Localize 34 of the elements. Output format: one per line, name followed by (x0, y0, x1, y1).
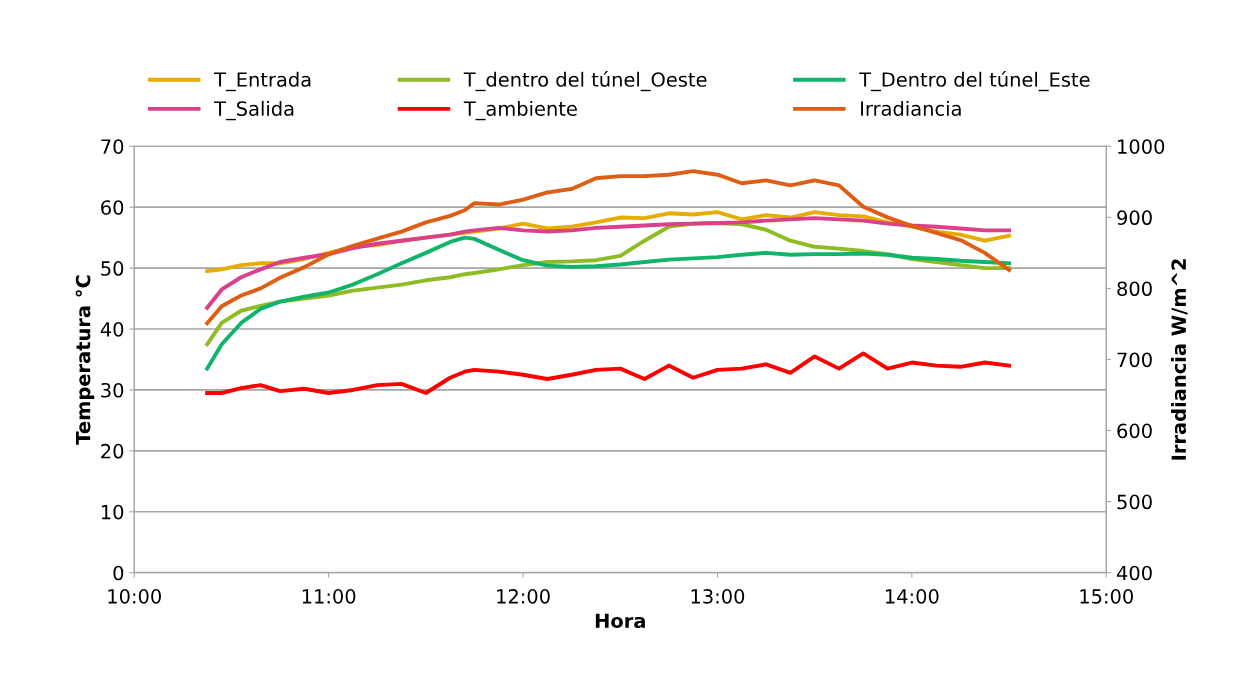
y-tick-label: 50 (101, 261, 124, 276)
y2-tick-label: 1000 (1118, 139, 1165, 154)
y-axis-title: Temperatura °C (75, 275, 95, 445)
y-tick-label: 0 (113, 565, 124, 581)
legend-label: T_Dentro del túnel_Este (859, 71, 1090, 92)
y2-tick-label: 500 (1117, 494, 1152, 510)
x-tick-label: 12:00 (497, 589, 550, 604)
x-tick-label: 10:00 (108, 589, 161, 604)
legend-label: Irradiancia (861, 100, 961, 116)
y2-tick-label: 900 (1117, 210, 1152, 226)
x-tick-label: 11:00 (302, 589, 356, 604)
y-tick-label: 20 (101, 443, 124, 459)
y2-tick-label: 600 (1117, 423, 1152, 439)
y2-tick-label: 800 (1117, 281, 1152, 297)
y2-axis-title: Irradiancia W/m^2 (1171, 259, 1188, 460)
y-tick-label: 10 (101, 504, 124, 520)
legend-label: T_dentro del túnel_Oeste (463, 71, 707, 92)
y2-tick-label: 700 (1117, 352, 1152, 368)
line-series (205, 169, 1012, 326)
line-series (205, 351, 1012, 395)
x-tick-label: 14:00 (885, 589, 939, 604)
y-tick-label: 60 (101, 200, 124, 215)
x-axis-title: Hora (595, 613, 645, 629)
x-tick-label: 15:00 (1080, 589, 1133, 604)
y2-tick-label: 400 (1116, 565, 1152, 581)
legend-label: T_Salida (214, 100, 294, 121)
line-series (205, 216, 1012, 310)
legend-label: T_Entrada (214, 71, 311, 92)
legend-label: T_ambiente (463, 100, 577, 121)
y-tick-label: 40 (100, 321, 124, 337)
y-tick-label: 30 (101, 382, 124, 398)
line-series (205, 235, 1012, 371)
y-tick-label: 70 (101, 139, 124, 154)
x-tick-label: 13:00 (691, 589, 745, 604)
